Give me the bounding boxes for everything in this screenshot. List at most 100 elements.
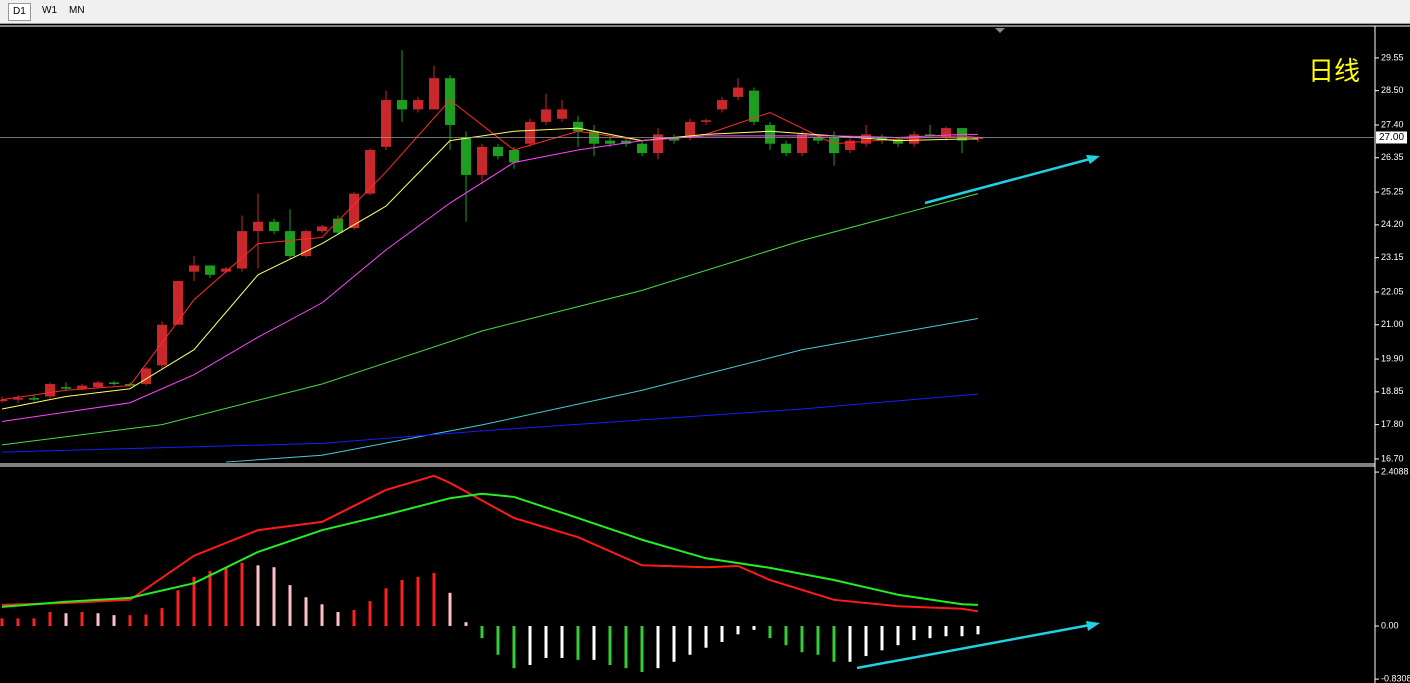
histogram-bar — [448, 592, 452, 627]
y-tick-label: 16.70 — [1381, 453, 1404, 463]
indicator-line — [1, 193, 979, 446]
candle-body — [733, 87, 743, 97]
histogram-bar — [720, 626, 724, 642]
tab[interactable]: MN — [69, 5, 85, 16]
histogram-bar — [144, 614, 148, 627]
histogram-bar — [928, 626, 932, 639]
candle-body — [189, 265, 199, 272]
candle-body — [13, 398, 23, 400]
histogram-bar — [768, 626, 772, 639]
toolbar: D1 W1 MN — [0, 0, 1410, 24]
candle-body — [909, 134, 919, 144]
candle-body — [893, 139, 903, 144]
histogram-bar — [176, 590, 180, 627]
candle-body — [461, 137, 471, 175]
y-tick-label: -0.8308 — [1381, 673, 1410, 683]
histogram-bar — [160, 608, 164, 627]
y-tick-label: 25.25 — [1381, 186, 1404, 196]
histogram-bar — [288, 585, 292, 627]
tab[interactable]: D1 — [8, 3, 31, 21]
histogram-bar — [544, 626, 548, 658]
histogram-bar — [592, 626, 596, 660]
candle-body — [653, 134, 663, 154]
histogram-bar — [784, 626, 788, 646]
histogram-bar — [752, 626, 756, 630]
histogram-bar — [688, 626, 692, 655]
y-tick-label: 19.90 — [1381, 353, 1404, 363]
candle-body — [253, 221, 263, 232]
trend-arrow — [856, 155, 1100, 670]
candle-body — [509, 149, 519, 163]
histogram-bar — [32, 618, 36, 627]
candle-body — [333, 218, 343, 233]
candle-body — [861, 134, 871, 144]
candle-body — [685, 121, 695, 138]
candle-body — [141, 368, 151, 385]
candle-body — [813, 137, 823, 141]
candle-body — [477, 146, 487, 175]
candle-body — [557, 109, 567, 119]
y-tick-label: 27.40 — [1381, 119, 1404, 129]
histogram-bar — [576, 626, 580, 660]
histogram-bar — [384, 588, 388, 627]
histogram-bar — [864, 626, 868, 657]
histogram-bar — [256, 565, 260, 627]
candle-body — [349, 193, 359, 228]
histogram-bar — [224, 567, 228, 627]
histogram-bar — [528, 626, 532, 666]
histogram-bar — [240, 562, 244, 627]
candle-body — [221, 268, 231, 272]
tab[interactable]: W1 — [42, 5, 57, 16]
candle-body — [301, 231, 311, 257]
y-tick-label: 21.00 — [1381, 319, 1404, 329]
candle-body — [973, 137, 983, 140]
candle-body — [765, 124, 775, 144]
histogram-bar — [272, 567, 276, 627]
candle-body — [525, 121, 535, 144]
candle-body — [381, 100, 391, 147]
histogram-bar — [0, 618, 4, 627]
y-tick-label: 2.4088 — [1381, 466, 1409, 476]
candle-body — [445, 78, 455, 125]
candle-body — [845, 140, 855, 150]
candle-body — [829, 137, 839, 154]
shift-marker — [995, 28, 1005, 33]
y-tick-label: 18.85 — [1381, 386, 1404, 396]
background — [0, 24, 1410, 683]
histogram-bar — [64, 613, 68, 627]
y-tick-label: 17.80 — [1381, 419, 1404, 429]
candle-body — [797, 134, 807, 154]
histogram-bar — [832, 626, 836, 662]
price-label-box — [1376, 131, 1407, 144]
histogram-bar — [416, 576, 420, 627]
candle-body — [269, 221, 279, 232]
histogram-bar — [736, 626, 740, 635]
candle-body — [93, 382, 103, 388]
histogram-bar — [400, 580, 404, 627]
histogram-bar — [512, 626, 516, 669]
histogram-bar — [432, 572, 436, 627]
histogram-bar — [672, 626, 676, 662]
candle-body — [285, 231, 295, 257]
candle-body — [365, 149, 375, 194]
indicator-line — [1, 492, 979, 608]
candle-body — [237, 231, 247, 269]
price-label: 27.00 — [1379, 132, 1404, 143]
histogram-bar — [368, 601, 372, 627]
histogram-bar — [464, 622, 468, 627]
candle-body — [781, 143, 791, 154]
candle-body — [61, 387, 71, 389]
histogram-bar — [800, 626, 804, 653]
candle-body — [317, 226, 327, 232]
histogram-bar — [960, 626, 964, 637]
histogram-bar — [112, 615, 116, 627]
histogram-bar — [976, 626, 980, 635]
y-tick-label: 23.15 — [1381, 252, 1404, 262]
histogram-bar — [656, 626, 660, 669]
histogram-bar — [848, 626, 852, 662]
histogram-bar — [496, 626, 500, 655]
annotation: 日线 — [1308, 56, 1360, 86]
indicator-line — [1, 393, 979, 453]
candle-body — [605, 140, 615, 144]
